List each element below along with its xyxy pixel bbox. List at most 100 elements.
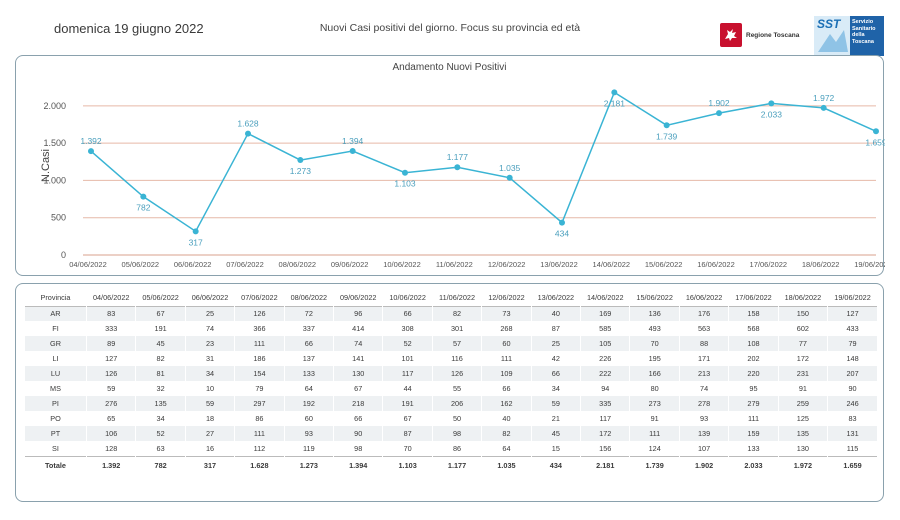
date-column-header: 08/06/2022: [283, 289, 334, 306]
table-row: SI 128 63 16 112 119 98 70 86 64 15 156 124 107 133 130…: [24, 441, 877, 456]
x-tick-label: 17/06/2022: [750, 260, 788, 269]
table-cell: 276: [85, 396, 136, 411]
x-tick-label: 18/06/2022: [802, 260, 840, 269]
date-column-header: 10/06/2022: [382, 289, 433, 306]
y-tick-label: 1.500: [43, 138, 66, 148]
x-tick-label: 11/06/2022: [436, 260, 473, 269]
sst-logo: SST Servizio Sanitario della Toscana: [814, 16, 884, 56]
table-cell: 111: [481, 351, 532, 366]
table-cell: 23: [184, 336, 235, 351]
table-cell: 42: [530, 351, 581, 366]
table-cell: 191: [135, 321, 186, 336]
table-cell: 125: [777, 411, 828, 426]
date-column-header: 07/06/2022: [234, 289, 285, 306]
total-cell: 782: [135, 455, 186, 474]
table-cell: 126: [85, 366, 136, 381]
table-cell: 220: [728, 366, 779, 381]
table-cell: 207: [827, 366, 877, 381]
date-column-header: 13/06/2022: [530, 289, 581, 306]
province-name: SI: [24, 441, 87, 456]
data-point: [245, 130, 251, 137]
table-cell: 166: [629, 366, 680, 381]
table-cell: 45: [135, 336, 186, 351]
data-point: [663, 122, 670, 129]
data-label: 1.177: [447, 152, 469, 162]
province-name: FI: [24, 321, 87, 336]
table-cell: 67: [135, 306, 186, 321]
table-cell: 150: [777, 306, 828, 321]
data-label: 1.902: [708, 98, 730, 108]
table-cell: 70: [629, 336, 680, 351]
date-column-header: 12/06/2022: [481, 289, 532, 306]
table-cell: 154: [234, 366, 285, 381]
table-cell: 111: [234, 426, 285, 441]
table-cell: 98: [431, 426, 482, 441]
table-cell: 563: [678, 321, 729, 336]
data-point: [402, 169, 408, 176]
table-cell: 111: [234, 336, 285, 351]
data-point: [297, 157, 304, 164]
data-point: [768, 100, 775, 107]
y-tick-label: 1.000: [43, 175, 66, 185]
table-cell: 44: [382, 381, 433, 396]
table-cell: 63: [135, 441, 186, 456]
total-cell: 1.394: [333, 455, 383, 474]
table-cell: 79: [234, 381, 285, 396]
province-table: Provincia 04/06/2022 05/06/2022 06/06/2022…: [24, 289, 877, 474]
province-name: PI: [24, 396, 87, 411]
table-cell: 10: [184, 381, 235, 396]
total-cell: 317: [184, 455, 235, 474]
table-cell: 135: [777, 426, 828, 441]
table-cell: 67: [333, 381, 383, 396]
chart-panel: Andamento Nuovi Positivi 0 500 1.000 1.500 2…: [15, 55, 885, 276]
table-cell: 130: [333, 366, 383, 381]
table-cell: 568: [728, 321, 779, 336]
sst-badge-label: SST: [817, 17, 841, 31]
table-cell: 133: [283, 366, 334, 381]
table-cell: 107: [678, 441, 729, 456]
table-cell: 116: [431, 351, 482, 366]
x-tick-label: 16/06/2022: [697, 260, 735, 269]
series-line: [90, 91, 877, 233]
table-cell: 111: [728, 411, 779, 426]
x-tick-label: 09/06/2022: [331, 260, 369, 269]
table-cell: 87: [382, 426, 433, 441]
table-cell: 191: [382, 396, 433, 411]
data-label: 317: [189, 237, 203, 247]
table-cell: 115: [827, 441, 877, 456]
province-name: PO: [24, 411, 87, 426]
x-tick-label: 05/06/2022: [122, 260, 160, 269]
data-point: [873, 128, 879, 135]
x-tick-label: 04/06/2022: [69, 260, 107, 269]
data-point: [559, 219, 565, 226]
chart-title: Andamento Nuovi Positivi: [392, 62, 507, 73]
table-cell: 106: [85, 426, 136, 441]
table-cell: 60: [283, 411, 334, 426]
table-cell: 171: [678, 351, 729, 366]
total-cell: 434: [530, 455, 581, 474]
data-label: 1.392: [80, 136, 102, 146]
table-cell: 119: [283, 441, 334, 456]
table-cell: 162: [481, 396, 532, 411]
table-cell: 231: [777, 366, 828, 381]
table-cell: 101: [382, 351, 433, 366]
table-cell: 40: [481, 411, 532, 426]
table-cell: 117: [580, 411, 630, 426]
data-label: 1.659: [865, 137, 885, 147]
table-cell: 91: [629, 411, 680, 426]
date-column-header: 17/06/2022: [728, 289, 779, 306]
data-label: 2.181: [604, 98, 626, 108]
table-cell: 98: [333, 441, 383, 456]
date-column-header: 16/06/2022: [678, 289, 729, 306]
table-cell: 278: [678, 396, 729, 411]
table-cell: 139: [678, 426, 729, 441]
province-name: AR: [24, 306, 87, 321]
table-cell: 45: [530, 426, 581, 441]
table-cell: 74: [678, 381, 729, 396]
data-point: [716, 110, 722, 117]
table-cell: 226: [580, 351, 630, 366]
table-cell: 127: [827, 306, 877, 321]
table-cell: 268: [481, 321, 532, 336]
total-cell: 2.181: [580, 455, 630, 474]
table-cell: 90: [333, 426, 383, 441]
